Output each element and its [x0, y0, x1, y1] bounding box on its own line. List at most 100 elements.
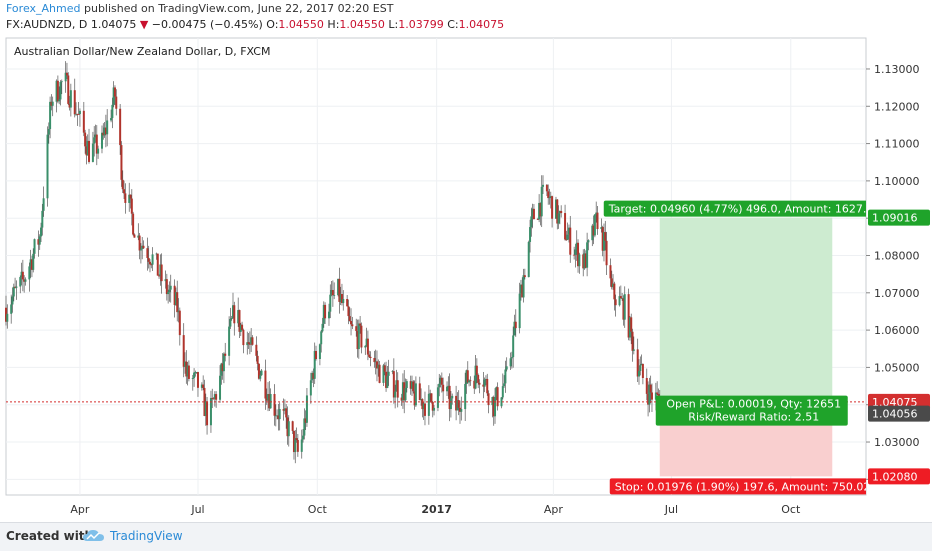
published-text: published on TradingView.com, June 22, 2…	[84, 2, 394, 15]
candles	[5, 61, 661, 464]
target-label-bg	[603, 200, 866, 217]
candle-down	[619, 296, 622, 299]
candle-up	[422, 403, 425, 410]
candle-up	[503, 383, 506, 387]
candle-down	[521, 284, 524, 298]
candle-down	[176, 292, 179, 313]
candle-up	[191, 377, 194, 379]
candle-up	[220, 363, 223, 376]
candle-down	[296, 440, 299, 452]
candle-up	[86, 140, 89, 156]
candle-up	[174, 292, 177, 305]
candle-up	[542, 184, 545, 187]
candle-down	[23, 279, 26, 282]
candle-up	[374, 361, 377, 363]
candle-down	[76, 113, 79, 115]
candle-up	[186, 365, 189, 377]
candle-up	[320, 331, 323, 345]
candle-up	[259, 375, 262, 379]
author-link[interactable]: Forex_Ahmed	[6, 2, 81, 15]
candle-down	[277, 415, 280, 420]
candle-up	[456, 400, 459, 411]
candle-up	[602, 232, 605, 251]
candle-down	[268, 394, 271, 409]
x-tick-label: Jul	[190, 503, 204, 516]
candle-up	[549, 196, 552, 198]
candle-down	[115, 96, 118, 109]
candle-down	[545, 184, 548, 192]
candle-down	[514, 321, 517, 329]
candle-up	[24, 279, 27, 282]
tradingview-brand-link[interactable]: TradingView	[110, 529, 183, 543]
candle-down	[119, 108, 122, 146]
pnl-box: Open P&L: 0.00019, Qty: 12651Risk/Reward…	[655, 395, 848, 426]
target-price-label-bg	[868, 209, 930, 226]
candle-up	[468, 380, 471, 383]
candle-up	[427, 393, 430, 416]
candle-up	[139, 249, 142, 251]
candle-up	[239, 324, 242, 332]
low-label: L:	[388, 18, 399, 31]
candle-down	[251, 337, 254, 345]
candle-up	[621, 298, 624, 300]
chart-title: Australian Dollar/New Zealand Dollar, D,…	[14, 45, 270, 58]
candle-up	[151, 254, 154, 265]
candle-up	[237, 310, 240, 324]
stop-label-bg	[609, 478, 866, 495]
candle-up	[554, 199, 557, 219]
candle-up	[311, 372, 314, 381]
candle-down	[68, 103, 71, 108]
y-tick-label: 1.03000	[874, 436, 920, 449]
candle-down	[487, 393, 490, 406]
candle-down	[182, 335, 185, 367]
candle-up	[460, 409, 463, 412]
candle-up	[583, 253, 586, 269]
candle-down	[37, 239, 40, 245]
candle-up	[382, 365, 385, 383]
candle-up	[639, 365, 642, 371]
candle-down	[631, 331, 634, 351]
price-chart[interactable]: Australian Dollar/New Zealand Dollar, D,…	[0, 0, 932, 522]
candle-down	[315, 350, 318, 360]
candle-down	[148, 261, 151, 265]
candle-down	[614, 299, 617, 306]
candle-down	[523, 275, 526, 278]
y-tick-label: 1.06000	[874, 324, 920, 337]
candle-down	[340, 294, 343, 304]
candle-down	[532, 208, 535, 220]
candle-down	[348, 316, 351, 322]
candle-up	[321, 323, 324, 332]
candle-up	[628, 317, 631, 338]
candle-up	[184, 361, 187, 367]
candle-down	[138, 235, 141, 251]
candle-up	[474, 365, 477, 389]
tradingview-cloud-icon	[83, 530, 104, 541]
target-price-label: 1.09016	[868, 209, 930, 226]
y-axis: 1.130001.120001.110001.100001.090001.080…	[866, 63, 920, 486]
candle-up	[193, 372, 196, 378]
candle-up	[128, 194, 131, 203]
candle-down	[291, 421, 294, 431]
candle-up	[97, 148, 100, 154]
candle-down	[255, 344, 258, 356]
candle-up	[540, 186, 543, 217]
candle-down	[556, 199, 559, 224]
candle-down	[150, 264, 153, 266]
candle-down	[5, 307, 7, 322]
candle-up	[483, 379, 486, 387]
candle-down	[477, 374, 480, 383]
candle-up	[59, 82, 62, 100]
candle-up	[12, 286, 15, 297]
candle-down	[121, 179, 124, 190]
candle-up	[509, 358, 512, 367]
candle-up	[618, 296, 621, 306]
candle-down	[304, 418, 307, 423]
candle-down	[202, 384, 205, 388]
stop-price-label-text: 1.02080	[872, 470, 918, 483]
candle-down	[196, 372, 199, 388]
candle-up	[505, 366, 508, 370]
candle-up	[501, 386, 504, 398]
candle-down	[431, 401, 434, 411]
candle-up	[451, 395, 454, 399]
candle-up	[401, 382, 404, 401]
